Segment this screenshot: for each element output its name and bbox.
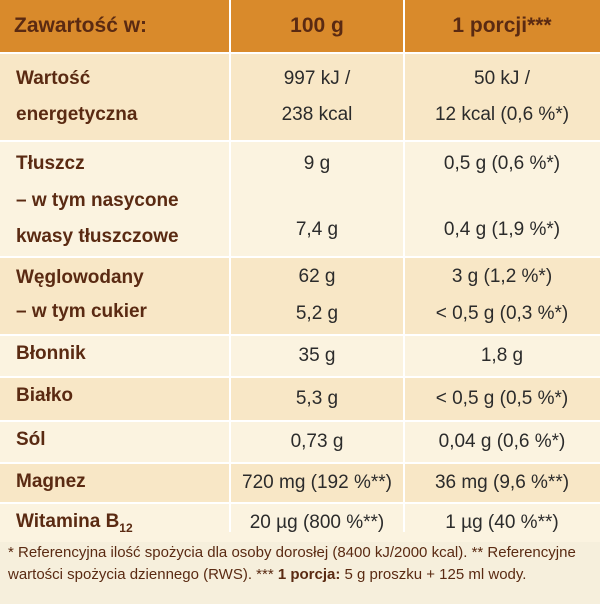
value-line2: 12 kcal (0,6 %*) bbox=[434, 104, 570, 125]
value-per-portion: 1 µg (40 %**) bbox=[445, 512, 559, 533]
value-per-portion: 1,8 g bbox=[480, 345, 524, 366]
row-label: Tłuszcz bbox=[16, 153, 85, 174]
header-per-100g: 100 g bbox=[290, 14, 344, 37]
table-row-vitamin-b12: Witamina B12 20 µg (800 %**) 1 µg (40 %*… bbox=[0, 502, 600, 542]
footnote: * Referencyjna ilość spożycia dla osoby … bbox=[0, 536, 600, 586]
value-per-100g: 62 g bbox=[298, 266, 336, 287]
table-row-sugar: – w tym cukier 5,2 g < 0,5 g (0,3 %*) bbox=[0, 294, 600, 334]
value-per-100g: 9 g bbox=[303, 153, 331, 174]
table-row-fiber: Błonnik 35 g 1,8 g bbox=[0, 334, 600, 376]
row-label: Magnez bbox=[16, 471, 86, 492]
row-label: Wartość energetyczna bbox=[0, 54, 230, 140]
value-line1: 50 kJ / bbox=[474, 68, 530, 89]
value-per-portion: 0,04 g (0,6 %*) bbox=[438, 431, 566, 452]
row-label: Błonnik bbox=[16, 343, 86, 364]
row-label-line1: Wartość bbox=[16, 68, 91, 89]
row-label: Białko bbox=[16, 385, 74, 406]
row-label-line2: kwasy tłuszczowe bbox=[16, 226, 179, 247]
table-header: Zawartość w: 100 g 1 porcji*** bbox=[0, 0, 600, 52]
table-row-magnesium: Magnez 720 mg (192 %**) 36 mg (9,6 %**) bbox=[0, 462, 600, 502]
header-per-portion: 1 porcji*** bbox=[452, 14, 552, 37]
footnote-text: * Referencyjna ilość spożycia dla osoby … bbox=[8, 544, 576, 583]
value-per-100g: 5,2 g bbox=[295, 303, 339, 324]
table-row-protein: Białko 5,3 g < 0,5 g (0,5 %*) bbox=[0, 376, 600, 420]
header-content-label: Zawartość w: bbox=[14, 14, 148, 37]
value-line1: 997 kJ / bbox=[283, 68, 351, 89]
row-label-text: Witamina B bbox=[16, 511, 120, 532]
row-label: Węglowodany bbox=[16, 267, 144, 288]
value-line2: 238 kcal bbox=[281, 104, 353, 125]
value-per-portion: 0,5 g (0,6 %*) bbox=[443, 153, 561, 174]
value-per-100g: 997 kJ / 238 kcal bbox=[230, 54, 404, 140]
value-per-100g: 20 µg (800 %**) bbox=[249, 512, 385, 533]
table-row-energy: Wartość energetyczna 997 kJ / 238 kcal 5… bbox=[0, 52, 600, 140]
table-row-fat: Tłuszcz 9 g 0,5 g (0,6 %*) bbox=[0, 140, 600, 182]
value-per-portion: 0,4 g (1,9 %*) bbox=[443, 219, 561, 240]
footnote-portion-label: 1 porcja: bbox=[277, 566, 341, 583]
row-label: Witamina B12 bbox=[0, 504, 230, 542]
footnote-portion-text: 5 g proszku + 125 ml wody. bbox=[340, 566, 527, 583]
value-per-100g: 0,73 g bbox=[290, 431, 344, 452]
value-per-portion: 3 g (1,2 %*) bbox=[451, 266, 553, 287]
column-divider bbox=[403, 0, 405, 532]
row-label: – w tym nasycone kwasy tłuszczowe bbox=[0, 182, 230, 256]
column-divider bbox=[229, 0, 231, 532]
row-label-line2: energetyczna bbox=[16, 104, 138, 125]
table-row-saturated-fat: – w tym nasycone kwasy tłuszczowe 7,4 g … bbox=[0, 182, 600, 256]
row-label: Sól bbox=[16, 429, 46, 450]
value-per-portion: 50 kJ / 12 kcal (0,6 %*) bbox=[404, 54, 600, 140]
value-per-portion: < 0,5 g (0,5 %*) bbox=[435, 388, 569, 409]
value-per-100g: 5,3 g bbox=[295, 388, 339, 409]
value-per-portion: < 0,5 g (0,3 %*) bbox=[435, 303, 569, 324]
value-per-100g: 720 mg (192 %**) bbox=[242, 472, 392, 493]
row-label: – w tym cukier bbox=[16, 301, 147, 322]
table-row-salt: Sól 0,73 g 0,04 g (0,6 %*) bbox=[0, 420, 600, 462]
value-per-100g: 35 g bbox=[298, 345, 336, 366]
table-row-carbohydrates: Węglowodany 62 g 3 g (1,2 %*) bbox=[0, 256, 600, 294]
row-label-subscript: 12 bbox=[119, 520, 133, 535]
table-body: Wartość energetyczna 997 kJ / 238 kcal 5… bbox=[0, 52, 600, 542]
value-per-portion: 36 mg (9,6 %**) bbox=[434, 472, 570, 493]
value-per-100g: 7,4 g bbox=[295, 219, 339, 240]
row-label-line1: – w tym nasycone bbox=[16, 190, 179, 211]
